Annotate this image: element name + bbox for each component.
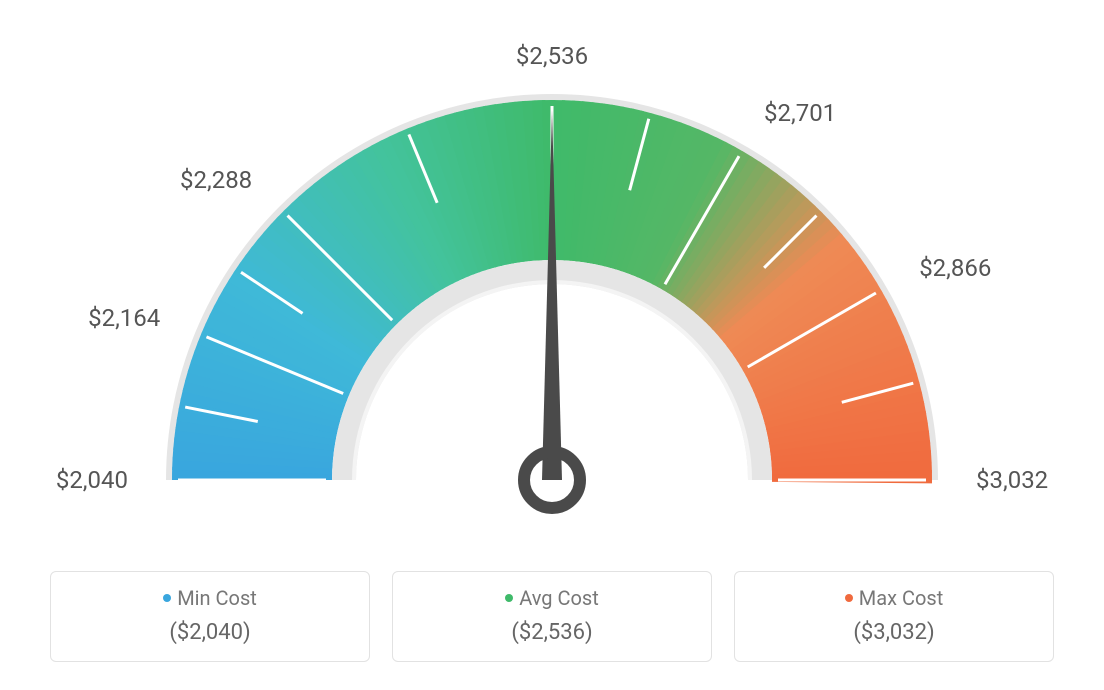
legend-card-max: Max Cost ($3,032) <box>734 571 1054 662</box>
dot-icon <box>505 594 513 602</box>
legend-max-label: Max Cost <box>735 586 1053 610</box>
gauge-tick-label: $2,040 <box>56 466 128 494</box>
legend-min-label: Min Cost <box>51 586 369 610</box>
legend-max-text: Max Cost <box>859 586 944 610</box>
gauge-chart: $2,040 $2,164 $2,288 $2,536 $2,701 $2,866 $3,0… <box>0 0 1104 560</box>
legend-max-value: ($3,032) <box>735 620 1053 645</box>
gauge-tick-label: $2,866 <box>919 254 991 282</box>
gauge-tick-label: $2,164 <box>88 304 160 332</box>
legend-avg-label: Avg Cost <box>393 586 711 610</box>
legend-avg-value: ($2,536) <box>393 620 711 645</box>
legend-row: Min Cost ($2,040) Avg Cost ($2,536) Max … <box>50 571 1054 662</box>
gauge-svg <box>102 50 1002 570</box>
dot-icon <box>845 594 853 602</box>
gauge-tick-label: $2,536 <box>516 42 588 70</box>
gauge-tick-label: $2,288 <box>180 166 252 194</box>
legend-min-text: Min Cost <box>177 586 257 610</box>
legend-card-min: Min Cost ($2,040) <box>50 571 370 662</box>
gauge-tick-label: $3,032 <box>976 466 1048 494</box>
gauge-tick-label: $2,701 <box>764 99 836 127</box>
legend-avg-text: Avg Cost <box>519 586 599 610</box>
dot-icon <box>163 594 171 602</box>
legend-min-value: ($2,040) <box>51 620 369 645</box>
legend-card-avg: Avg Cost ($2,536) <box>392 571 712 662</box>
